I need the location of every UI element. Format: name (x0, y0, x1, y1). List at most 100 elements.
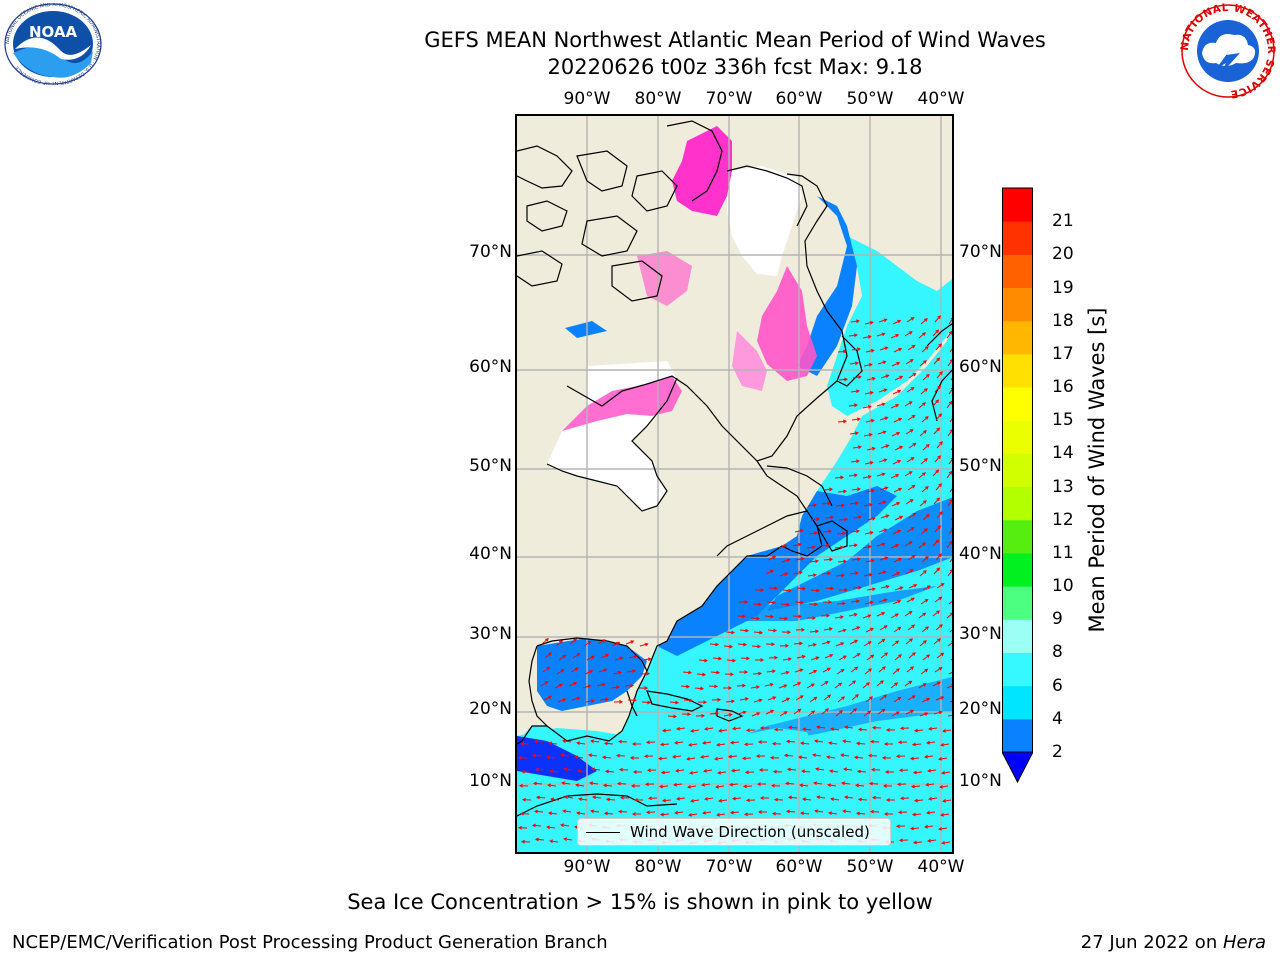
wind-wave-arrowhead (856, 557, 861, 562)
wind-wave-arrowhead (868, 363, 873, 367)
wind-wave-arrow (907, 415, 915, 421)
lat-label-left: 40°N (469, 544, 512, 564)
wind-wave-arrow (729, 783, 739, 786)
wind-wave-arrowhead (815, 656, 820, 660)
wind-wave-arrow (542, 666, 550, 673)
wind-wave-arrow (843, 740, 852, 743)
arctic-ice (637, 251, 692, 306)
wind-wave-arrowhead (857, 375, 862, 379)
wind-wave-arrow (921, 556, 929, 563)
wind-wave-arrowhead (549, 839, 554, 844)
wind-wave-arrowhead (787, 795, 792, 800)
wind-wave-arrowhead (884, 346, 889, 351)
wind-wave-arrow (704, 769, 713, 772)
wind-wave-arrowhead (909, 569, 914, 573)
wind-wave-arrow (922, 514, 930, 521)
wind-wave-arrowhead (936, 427, 941, 432)
wind-wave-arrowhead (923, 570, 927, 574)
wind-wave-arrowhead (729, 644, 734, 649)
wind-wave-arrow (949, 629, 952, 633)
wind-wave-arrowhead (899, 796, 904, 801)
wind-wave-arrowhead (908, 331, 913, 335)
wind-wave-arrowhead (760, 658, 765, 662)
colorbar-tick-label: 15 (1052, 410, 1074, 431)
wind-wave-arrowhead (908, 611, 913, 615)
wind-wave-arrowhead (898, 654, 902, 658)
wind-wave-arrow (715, 757, 724, 760)
wind-wave-arrowhead (689, 771, 694, 775)
wind-wave-arrow (849, 362, 858, 365)
wind-wave-arrow (575, 756, 584, 759)
wind-wave-arrow (879, 487, 888, 491)
wind-wave-arrowhead (924, 388, 928, 392)
wind-wave-arrowhead (926, 740, 931, 745)
wind-wave-arrow (641, 701, 651, 704)
wind-wave-arrowhead (811, 683, 815, 687)
wind-wave-arrowhead (924, 824, 929, 829)
wind-wave-arrow (589, 754, 598, 757)
wind-wave-arrowhead (587, 684, 592, 689)
wind-wave-arrowhead (573, 638, 578, 643)
wind-wave-arrow (850, 390, 859, 393)
wind-wave-arrow (946, 613, 952, 619)
wind-wave-arrowhead (743, 742, 748, 747)
wind-wave-arrowhead (756, 616, 761, 621)
wind-wave-arrowhead (812, 616, 817, 620)
wind-wave-arrowhead (732, 658, 737, 663)
wind-wave-arrowhead (881, 472, 886, 477)
wind-wave-arrow (618, 811, 628, 813)
wind-wave-arrowhead (870, 348, 875, 353)
wind-wave-arrow (835, 642, 844, 647)
wind-wave-arrowhead (519, 741, 524, 746)
wind-wave-arrowhead (909, 499, 914, 503)
wind-wave-arrowhead (549, 769, 554, 774)
wind-wave-arrowhead (844, 377, 849, 382)
wind-wave-arrowhead (908, 471, 913, 475)
wind-wave-arrow (726, 659, 736, 662)
wind-wave-arrow (946, 471, 952, 479)
wind-wave-arrowhead (883, 625, 888, 629)
wind-wave-arrowhead (870, 418, 875, 423)
wind-wave-arrow (904, 471, 913, 477)
wind-wave-arrow (933, 357, 940, 365)
labrador-sea (827, 236, 952, 416)
wind-wave-arrow (788, 726, 798, 729)
wind-wave-arrowhead (547, 783, 552, 788)
wind-wave-arrow (932, 329, 939, 337)
wind-wave-arrow (850, 666, 858, 673)
wind-wave-arrowhead (939, 511, 943, 515)
lat-label-left: 70°N (469, 242, 512, 262)
wind-wave-arrowhead (881, 638, 886, 643)
wind-wave-arrow (568, 682, 577, 687)
lat-label-right: 70°N (959, 242, 1002, 262)
wind-wave-arrow (906, 597, 915, 603)
wind-wave-arrowhead (884, 486, 889, 491)
wind-wave-arrowhead (573, 682, 578, 686)
wind-wave-arrow (709, 643, 719, 646)
wind-wave-arrowhead (898, 417, 903, 422)
wind-wave-arrow (591, 810, 600, 813)
wind-wave-arrowhead (815, 629, 820, 634)
wind-wave-arrow (921, 486, 929, 493)
wind-wave-arrowhead (896, 502, 901, 506)
wind-wave-arrow (534, 740, 544, 743)
colorbar-tick-label: 10 (1052, 576, 1074, 597)
wind-wave-arrow (851, 348, 860, 351)
wind-wave-arrow (808, 532, 817, 535)
lon-label-top: 40°W (917, 89, 965, 109)
wind-wave-arrow (794, 529, 803, 533)
wind-wave-arrowhead (910, 666, 914, 670)
wind-wave-arrowhead (561, 781, 566, 785)
wind-wave-arrow (612, 671, 621, 675)
wind-wave-arrowhead (898, 347, 903, 352)
noaa-logo-text: NOAA (29, 23, 78, 41)
wind-wave-arrowhead (813, 696, 818, 701)
wind-wave-arrow (934, 667, 942, 673)
wind-wave-arrow (829, 812, 838, 815)
wind-wave-arrowhead (686, 684, 691, 689)
wind-wave-arrowhead (869, 809, 874, 814)
wind-wave-arrowhead (910, 317, 915, 321)
wind-wave-arrowhead (783, 711, 788, 715)
wind-wave-arrowhead (744, 600, 749, 604)
wind-wave-arrowhead (937, 681, 941, 685)
